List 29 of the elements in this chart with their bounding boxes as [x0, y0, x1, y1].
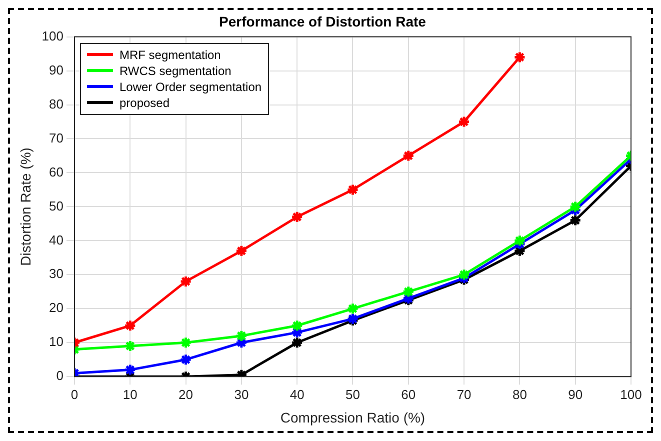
- y-tick-label: 70: [49, 130, 64, 146]
- x-tick-label: 90: [568, 386, 583, 402]
- x-tick-label: 60: [401, 386, 416, 402]
- x-tick-label: 10: [122, 386, 138, 402]
- y-tick-label: 80: [49, 96, 64, 112]
- legend-label: RWCS segmentation: [119, 62, 232, 79]
- x-tick-label: 50: [346, 386, 360, 402]
- y-tick-label: 60: [49, 164, 64, 180]
- x-tick-label: 20: [178, 386, 194, 402]
- legend-label: Lower Order segmentation: [119, 78, 262, 95]
- y-tick-label: 100: [42, 28, 64, 44]
- y-axis-title: Distortion Rate (%): [17, 148, 34, 266]
- chart-title: Performance of Distortion Rate: [219, 13, 426, 30]
- x-tick-label: 40: [290, 386, 304, 402]
- y-tick-label: 50: [49, 198, 64, 214]
- x-tick-label: 70: [456, 386, 472, 402]
- legend-label: MRF segmentation: [119, 46, 221, 63]
- y-tick-label: 30: [49, 266, 64, 282]
- x-tick-label: 0: [70, 386, 78, 402]
- y-tick-label: 10: [49, 334, 64, 350]
- x-axis-title: Compression Ratio (%): [280, 409, 426, 426]
- y-tick-label: 40: [49, 232, 64, 248]
- y-tick-label: 90: [49, 62, 64, 78]
- x-tick-label: 30: [234, 386, 249, 402]
- x-tick-label: 80: [512, 386, 527, 402]
- y-tick-label: 20: [49, 300, 64, 316]
- y-tick-label: 0: [56, 368, 64, 384]
- legend-label: proposed: [119, 94, 170, 111]
- x-tick-label: 100: [620, 386, 642, 402]
